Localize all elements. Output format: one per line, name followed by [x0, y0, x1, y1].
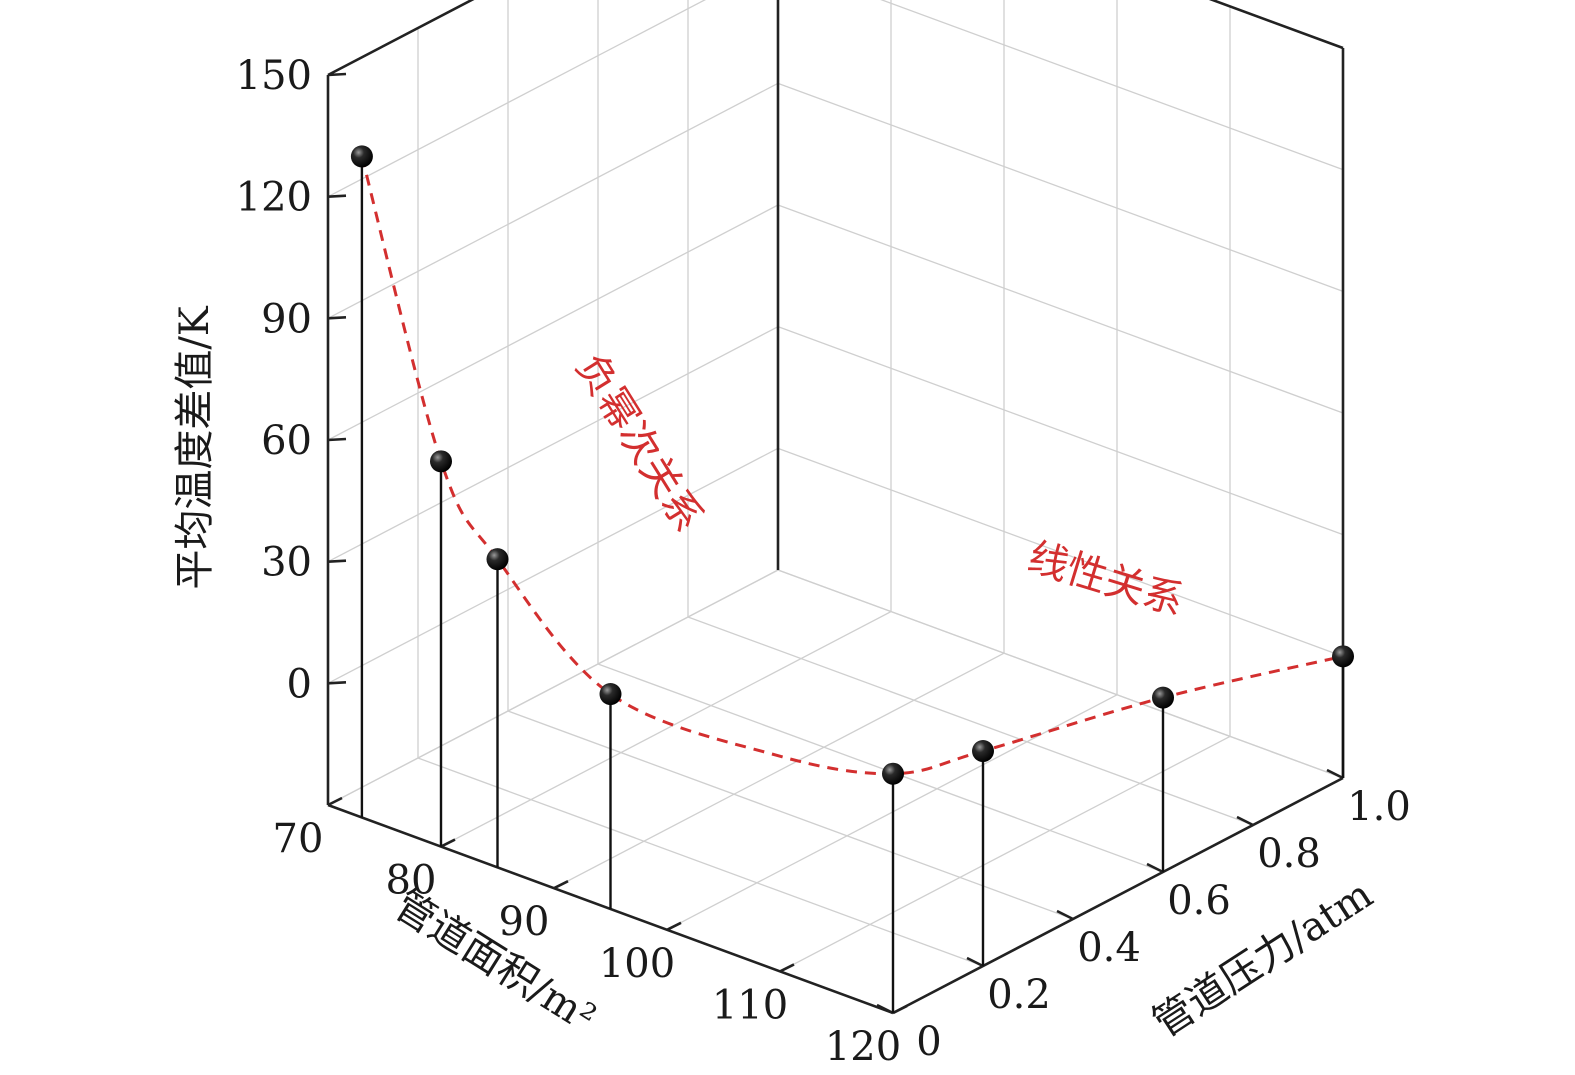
- back-wall-grid-line: [880, 0, 1344, 171]
- z-tick-mark: [327, 316, 347, 320]
- back-wall-grid-line: [777, 326, 1344, 536]
- x-tick-label: 110: [712, 982, 788, 1028]
- x-tick-mark: [440, 838, 456, 848]
- z-tick-mark: [327, 194, 347, 198]
- fit-curve-layer: [360, 156, 1344, 776]
- y-tick-mark: [1056, 909, 1074, 921]
- data-point: [972, 740, 994, 763]
- z-tick-mark: [327, 72, 347, 77]
- z-tick-label: 0: [287, 661, 312, 707]
- y-tick-mark: [1146, 862, 1164, 874]
- back-wall-grid-line: [777, 447, 1344, 657]
- floor-grid-line: [779, 735, 1231, 972]
- side-wall-grid-line: [327, 326, 779, 563]
- y-tick-label: 0.2: [987, 972, 1051, 1018]
- y-tick-label: 0.6: [1167, 878, 1231, 924]
- data-point: [350, 145, 373, 168]
- floor-grid-line: [553, 652, 1005, 889]
- y-tick-label: 0: [916, 1019, 941, 1065]
- side-wall-grid-line: [327, 204, 779, 441]
- y-tick-label: 0.4: [1077, 925, 1141, 971]
- annotation-power-law: 负幂次关系: [567, 346, 712, 540]
- y-tick-label: 1.0: [1347, 784, 1411, 830]
- floor-grid-line: [597, 663, 1164, 873]
- data-point: [486, 548, 509, 571]
- side-wall-grid-line: [327, 82, 779, 319]
- x-tick-mark: [553, 880, 569, 890]
- back-wall-grid-line: [1210, 0, 1344, 49]
- x-tick-label: 90: [499, 899, 550, 945]
- z-tick-mark: [327, 437, 347, 442]
- x-tick-label: 120: [825, 1024, 901, 1070]
- z-tick-label: 60: [261, 418, 312, 464]
- x-tick-label: 80: [386, 858, 437, 904]
- data-point: [1152, 686, 1174, 709]
- back-wall-grid-line: [777, 82, 1344, 292]
- x-tick-label: 100: [599, 941, 675, 987]
- fit-curve: [360, 156, 1344, 776]
- x-tick-mark: [892, 1004, 908, 1015]
- z-tick-label: 30: [261, 540, 312, 586]
- x-axis-label: 管道面积/m²: [386, 882, 603, 1042]
- side-wall-grid-line: [327, 0, 706, 198]
- z-tick-label: 90: [261, 296, 312, 342]
- axis-layer: [326, 0, 1345, 1015]
- y-tick-mark: [876, 1003, 894, 1015]
- y-tick-mark: [1236, 815, 1254, 827]
- side-wall-grid-line: [327, 0, 474, 76]
- data-point: [599, 683, 622, 706]
- back-wall-grid-line: [777, 204, 1344, 414]
- floor-grid-line: [687, 616, 1254, 826]
- floor-grid-line: [417, 757, 984, 967]
- x-tick-mark: [327, 796, 343, 807]
- back-wall-grid-line: [777, 569, 1344, 779]
- top-edge-line: [327, 0, 475, 77]
- tick-label-layer: 0 30 60 90 120 150 70 80 90 100 110 120 0 0.2 0.4 0.6 0.…: [236, 53, 1411, 1070]
- x-tick-mark: [779, 963, 795, 973]
- x-tick-mark: [666, 921, 682, 931]
- stem-layer: [350, 145, 1354, 1013]
- z-tick-mark: [327, 559, 347, 563]
- top-edge-line: [1208, 0, 1344, 50]
- y-tick-mark: [966, 956, 984, 968]
- side-wall-grid-line: [327, 447, 779, 684]
- side-wall-grid-line: [327, 569, 779, 806]
- y-axis-line: [892, 776, 1344, 1015]
- data-point: [1332, 645, 1354, 668]
- data-point: [882, 762, 904, 785]
- x-tick-label: 70: [273, 816, 324, 862]
- annotation-linear: 线性关系: [1023, 534, 1189, 625]
- data-point: [430, 450, 452, 473]
- z-tick-label: 120: [236, 175, 312, 221]
- z-tick-label: 150: [236, 53, 312, 99]
- y-tick-mark: [1326, 768, 1344, 780]
- z-axis-label: 平均温度差值/K: [172, 305, 218, 589]
- z-tick-mark: [327, 681, 347, 685]
- y-tick-label: 0.8: [1257, 831, 1321, 877]
- floor-grid-line: [440, 611, 892, 848]
- floor-grid-line: [507, 710, 1074, 920]
